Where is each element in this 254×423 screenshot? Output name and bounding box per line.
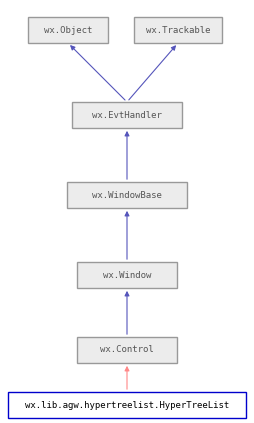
FancyBboxPatch shape <box>77 337 177 363</box>
FancyBboxPatch shape <box>72 102 182 128</box>
FancyBboxPatch shape <box>134 17 222 43</box>
Text: wx.Trackable: wx.Trackable <box>146 25 210 35</box>
Text: wx.Control: wx.Control <box>100 346 154 354</box>
FancyBboxPatch shape <box>28 17 108 43</box>
Text: wx.WindowBase: wx.WindowBase <box>92 190 162 200</box>
Text: wx.Object: wx.Object <box>44 25 92 35</box>
Text: wx.lib.agw.hypertreelist.HyperTreeList: wx.lib.agw.hypertreelist.HyperTreeList <box>25 401 229 409</box>
Text: wx.Window: wx.Window <box>103 270 151 280</box>
Text: wx.EvtHandler: wx.EvtHandler <box>92 110 162 120</box>
FancyBboxPatch shape <box>67 182 187 208</box>
FancyBboxPatch shape <box>77 262 177 288</box>
FancyBboxPatch shape <box>8 392 246 418</box>
